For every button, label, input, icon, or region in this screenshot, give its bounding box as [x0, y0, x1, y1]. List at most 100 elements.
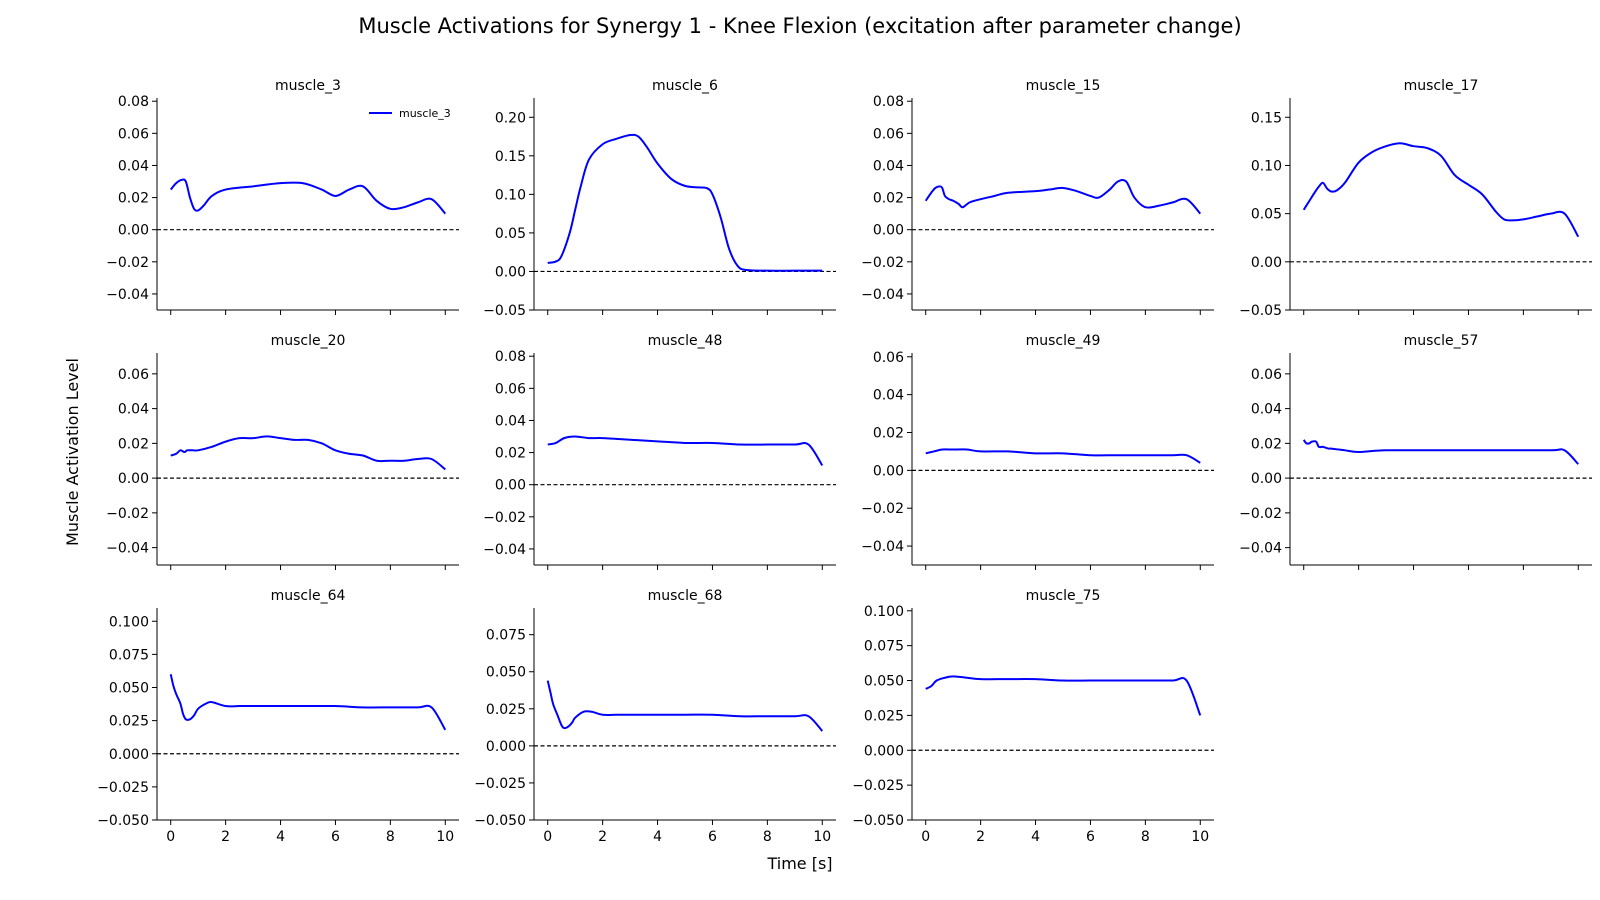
y-tick-label: −0.025 — [852, 778, 904, 794]
y-tick-label: 0.02 — [873, 426, 904, 442]
subplot-title: muscle_20 — [271, 333, 346, 349]
y-tick-label: 0.050 — [486, 665, 526, 681]
y-tick-label: 0.000 — [864, 743, 904, 759]
subplot-muscle_6: muscle_6 −0.05 0.00 0.05 0.10 0.15 0.20 — [483, 78, 836, 319]
y-tick-label: 0.00 — [873, 463, 904, 479]
y-tick-label: 0.06 — [1251, 367, 1282, 383]
series-line-muscle_68 — [546, 680, 824, 732]
subplot-muscle_15: muscle_15 −0.04 −0.02 0.00 0.02 0.04 0.06 0.08 — [861, 78, 1214, 315]
subplot-muscle_3: muscle_3 −0.04 −0.02 0.00 0.02 0.04 0.06 0.08 mu… — [106, 78, 459, 315]
subplot-title: muscle_15 — [1026, 78, 1101, 94]
y-tick-label: 0.04 — [118, 402, 149, 418]
y-tick-label: 0.05 — [1251, 207, 1282, 223]
x-tick-label: 6 — [1086, 829, 1095, 845]
y-tick-label: 0.00 — [118, 223, 149, 239]
y-tick-label: 0.025 — [864, 708, 904, 724]
series-line-muscle_3 — [169, 178, 447, 215]
subplot-muscle_49: muscle_49 −0.04 −0.02 0.00 0.02 0.04 0.06 — [861, 333, 1214, 570]
legend: muscle_3 — [369, 107, 451, 120]
subplot-muscle_68: muscle_68 −0.050 −0.025 0.000 0.025 0.050 0.07… — [474, 588, 836, 845]
y-tick-label: 0.10 — [1251, 158, 1282, 174]
y-tick-label: −0.050 — [852, 813, 904, 829]
subplot-muscle_57: muscle_57 −0.04 −0.02 0.00 0.02 0.04 0.06 — [1239, 333, 1592, 570]
y-tick-label: −0.02 — [106, 255, 149, 271]
y-tick-label: −0.05 — [1239, 303, 1282, 319]
series-line-muscle_20 — [170, 435, 446, 471]
y-tick-label: −0.04 — [483, 542, 526, 558]
y-tick-label: 0.20 — [495, 110, 526, 126]
y-tick-label: 0.06 — [118, 126, 149, 142]
y-tick-label: −0.025 — [97, 780, 149, 796]
subplot-muscle_20: muscle_20 −0.04 −0.02 0.00 0.02 0.04 0.06 — [106, 333, 459, 570]
y-tick-label: 0.02 — [1251, 436, 1282, 452]
y-tick-label: −0.02 — [483, 510, 526, 526]
series-line-muscle_64 — [169, 674, 447, 731]
x-tick-label: 8 — [1141, 829, 1150, 845]
y-tick-label: −0.025 — [474, 776, 526, 792]
y-tick-label: 0.15 — [1251, 110, 1282, 126]
y-tick-label: 0.02 — [118, 436, 149, 452]
subplot-title: muscle_6 — [652, 78, 718, 94]
y-tick-label: 0.15 — [495, 149, 526, 165]
x-tick-label: 4 — [1031, 829, 1040, 845]
figure-title: Muscle Activations for Synergy 1 - Knee … — [358, 14, 1241, 38]
y-tick-label: 0.00 — [495, 478, 526, 494]
x-tick-label: 2 — [976, 829, 985, 845]
y-tick-label: 0.00 — [118, 471, 149, 487]
x-tick-label: 10 — [813, 829, 831, 845]
subplot-title: muscle_68 — [648, 588, 723, 604]
y-tick-label: −0.05 — [483, 303, 526, 319]
subplot-muscle_17: muscle_17 −0.05 0.00 0.05 0.10 0.15 — [1239, 78, 1592, 319]
y-tick-label: 0.08 — [495, 349, 526, 365]
y-tick-label: 0.06 — [873, 350, 904, 366]
y-tick-label: 0.00 — [1251, 471, 1282, 487]
y-tick-label: 0.075 — [864, 639, 904, 655]
y-tick-label: 0.00 — [1251, 255, 1282, 271]
series-line-muscle_17 — [1302, 142, 1580, 238]
y-tick-label: 0.04 — [1251, 402, 1282, 418]
series-line-muscle_49 — [925, 448, 1201, 464]
y-tick-label: −0.02 — [1239, 506, 1282, 522]
y-tick-label: 0.025 — [486, 702, 526, 718]
subplot-muscle_48: muscle_48 −0.04 −0.02 0.00 0.02 0.04 0.06 0.08 — [483, 333, 836, 570]
subplot-title: muscle_3 — [275, 78, 341, 94]
y-tick-label: −0.02 — [861, 255, 904, 271]
y-tick-label: 0.02 — [118, 191, 149, 207]
x-tick-label: 0 — [921, 829, 930, 845]
x-tick-label: 0 — [543, 829, 552, 845]
y-tick-label: 0.04 — [873, 388, 904, 404]
subplot-title: muscle_64 — [271, 588, 346, 604]
y-tick-label: 0.02 — [495, 446, 526, 462]
y-tick-label: 0.00 — [873, 223, 904, 239]
y-tick-label: −0.050 — [97, 813, 149, 829]
y-tick-label: −0.04 — [106, 287, 149, 303]
y-tick-label: 0.08 — [873, 94, 904, 110]
y-tick-label: 0.050 — [864, 674, 904, 690]
x-tick-label: 10 — [436, 829, 454, 845]
y-tick-label: 0.08 — [118, 94, 149, 110]
y-tick-label: 0.10 — [495, 187, 526, 203]
x-tick-label: 2 — [221, 829, 230, 845]
y-tick-label: −0.02 — [861, 501, 904, 517]
x-tick-label: 8 — [763, 829, 772, 845]
y-tick-label: 0.100 — [864, 604, 904, 620]
x-tick-label: 0 — [166, 829, 175, 845]
y-tick-label: 0.04 — [118, 158, 149, 174]
subplot-muscle_75: muscle_75 −0.050 −0.025 0.000 0.025 0.050 0.07… — [852, 588, 1214, 845]
series-line-muscle_57 — [1302, 439, 1580, 465]
y-axis-label: Muscle Activation Level — [63, 358, 82, 546]
y-tick-label: 0.025 — [109, 714, 149, 730]
y-tick-label: −0.04 — [861, 539, 904, 555]
x-axis-label: Time [s] — [766, 854, 832, 873]
y-tick-label: 0.050 — [109, 681, 149, 697]
y-tick-label: 0.02 — [873, 191, 904, 207]
x-tick-label: 2 — [598, 829, 607, 845]
series-line-muscle_75 — [925, 675, 1202, 716]
y-tick-label: 0.05 — [495, 226, 526, 242]
x-tick-label: 8 — [386, 829, 395, 845]
series-line-muscle_48 — [547, 435, 824, 466]
series-line-muscle_15 — [924, 178, 1202, 215]
y-tick-label: 0.06 — [495, 381, 526, 397]
